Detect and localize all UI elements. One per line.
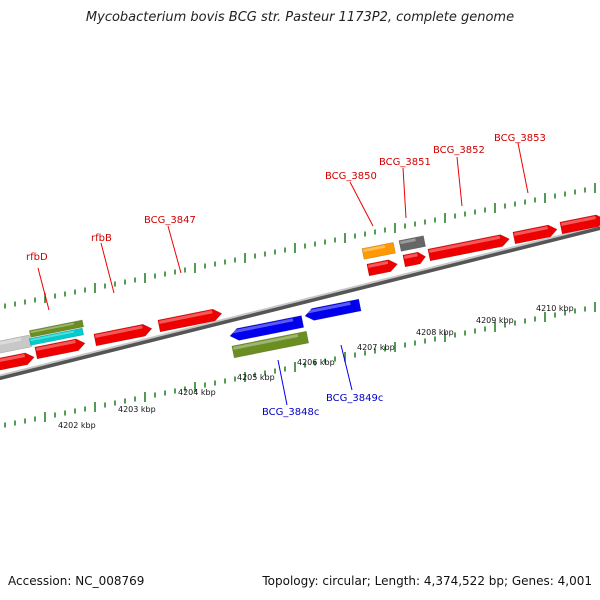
- label-leader-line: [456, 156, 463, 207]
- gene-label-forward[interactable]: BCG_3853: [494, 133, 546, 144]
- outer-tick-ring: [4, 183, 596, 309]
- gene-label-forward[interactable]: rfbD: [26, 252, 48, 263]
- label-leader-line: [167, 225, 182, 274]
- accession-text: Accession: NC_008769: [8, 574, 145, 588]
- gene-label-reverse[interactable]: BCG_3849c: [326, 393, 383, 404]
- gene-arrow-BCG_3847[interactable]: [157, 308, 223, 333]
- grey-feature-BCG_3851[interactable]: [398, 235, 426, 252]
- cyan-feature[interactable]: [29, 327, 84, 346]
- gene-label-forward[interactable]: BCG_3850: [325, 171, 377, 182]
- gene-label-forward[interactable]: rfbB: [91, 233, 112, 244]
- backbone-line: [0, 224, 600, 381]
- label-layer: rfbD rfbB BCG_3847 BCG_3850BCG_3851BCG_3852…: [26, 133, 574, 430]
- gene-label-forward[interactable]: BCG_3851: [379, 157, 431, 168]
- genome-summary-text: Topology: circular; Length: 4,374,522 bp…: [262, 574, 592, 588]
- label-leader-line: [277, 359, 288, 406]
- gene-arrow-rfbB[interactable]: [93, 323, 153, 347]
- kbp-scale-label: 4209 kbp: [476, 316, 514, 325]
- backbone-highlight: [0, 224, 600, 377]
- label-leaders: [37, 142, 529, 406]
- olive-feature-rfbD[interactable]: [29, 319, 84, 338]
- kbp-scale-label: 4210 kbp: [536, 304, 574, 313]
- kbp-scale-label: 4207 kbp: [357, 343, 395, 352]
- gene-arrow[interactable]: [0, 351, 35, 372]
- gene-arrow[interactable]: [34, 337, 86, 360]
- gene-arrow-BCG_3848c[interactable]: [229, 315, 305, 342]
- label-leader-line: [100, 242, 115, 294]
- olive-feature[interactable]: [231, 330, 309, 359]
- gene-arrow-BCG_3849c[interactable]: [304, 298, 362, 322]
- label-leader-line: [340, 344, 353, 391]
- gene-label-forward[interactable]: BCG_3847: [144, 215, 196, 226]
- backbone: [0, 224, 600, 381]
- orange-feature-BCG_3850[interactable]: [361, 242, 396, 260]
- label-leader-line: [37, 267, 50, 311]
- feature-track: [0, 213, 600, 372]
- kbp-scale-label: 4202 kbp: [58, 421, 96, 430]
- kbp-scale-label: 4204 kbp: [178, 388, 216, 397]
- kbp-scale-label: 4208 kbp: [416, 328, 454, 337]
- grey-feature[interactable]: [0, 334, 32, 355]
- kbp-scale-label: 4203 kbp: [118, 405, 156, 414]
- gene-arrow-BCG_3853[interactable]: [512, 223, 558, 245]
- gene-arrow-BCG_3850[interactable]: [366, 258, 399, 277]
- inner-tick-ring: [4, 302, 596, 428]
- label-leader-line: [402, 167, 407, 219]
- label-leader-line: [517, 142, 529, 194]
- gene-label-reverse[interactable]: BCG_3848c: [262, 407, 319, 418]
- kbp-scale-label: 4206 kbp: [297, 358, 335, 367]
- map-title: Mycobacterium bovis BCG str. Pasteur 117…: [85, 10, 515, 25]
- gene-arrow[interactable]: [559, 213, 600, 235]
- label-leader-line: [349, 181, 374, 227]
- gene-label-forward[interactable]: BCG_3852: [433, 145, 485, 156]
- kbp-scale-label: 4205 kbp: [237, 373, 275, 382]
- gene-arrow-BCG_3852[interactable]: [427, 233, 511, 262]
- gene-arrow-BCG_3851[interactable]: [402, 251, 427, 268]
